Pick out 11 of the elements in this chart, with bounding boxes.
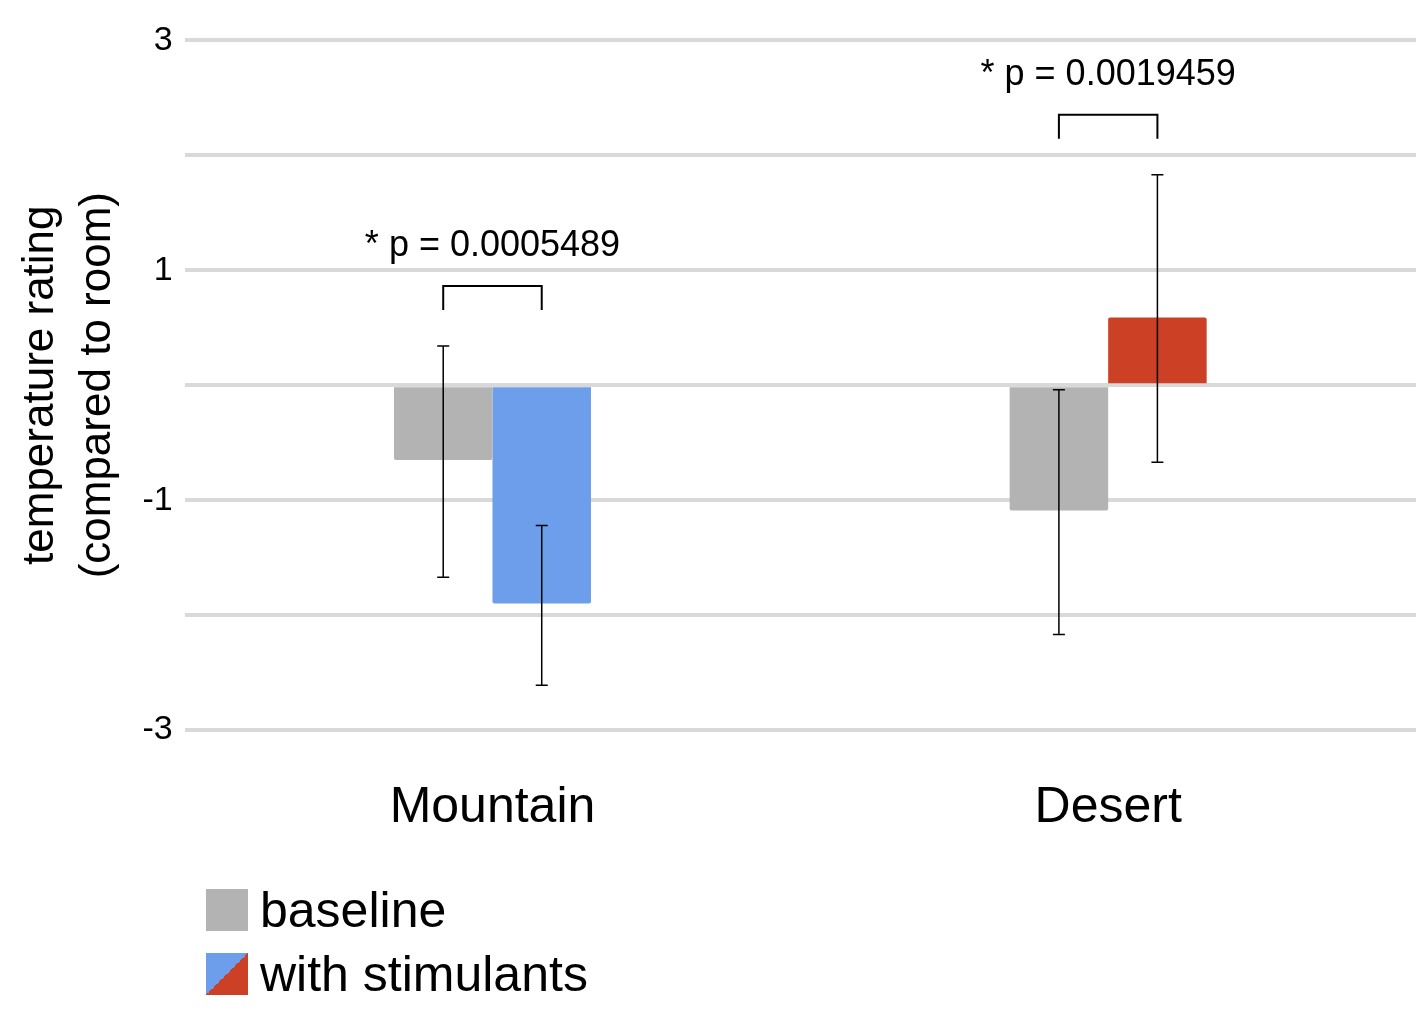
legend-label: baseline — [260, 881, 447, 940]
x-tick-label: Mountain — [389, 776, 596, 833]
x-tick-label: Desert — [1034, 776, 1182, 833]
legend-label: with stimulants — [260, 945, 588, 1004]
y-tick-label: 1 — [153, 248, 173, 287]
y-axis-title: temperature rating (compared to room) — [12, 192, 119, 579]
annotation: * p = 0.0019459 — [980, 51, 1236, 93]
y-tick-label: -1 — [142, 478, 173, 517]
y-tick-label: -3 — [142, 708, 173, 747]
annotation: * p = 0.0005489 — [364, 223, 621, 265]
y-tick-label: 3 — [153, 18, 173, 57]
